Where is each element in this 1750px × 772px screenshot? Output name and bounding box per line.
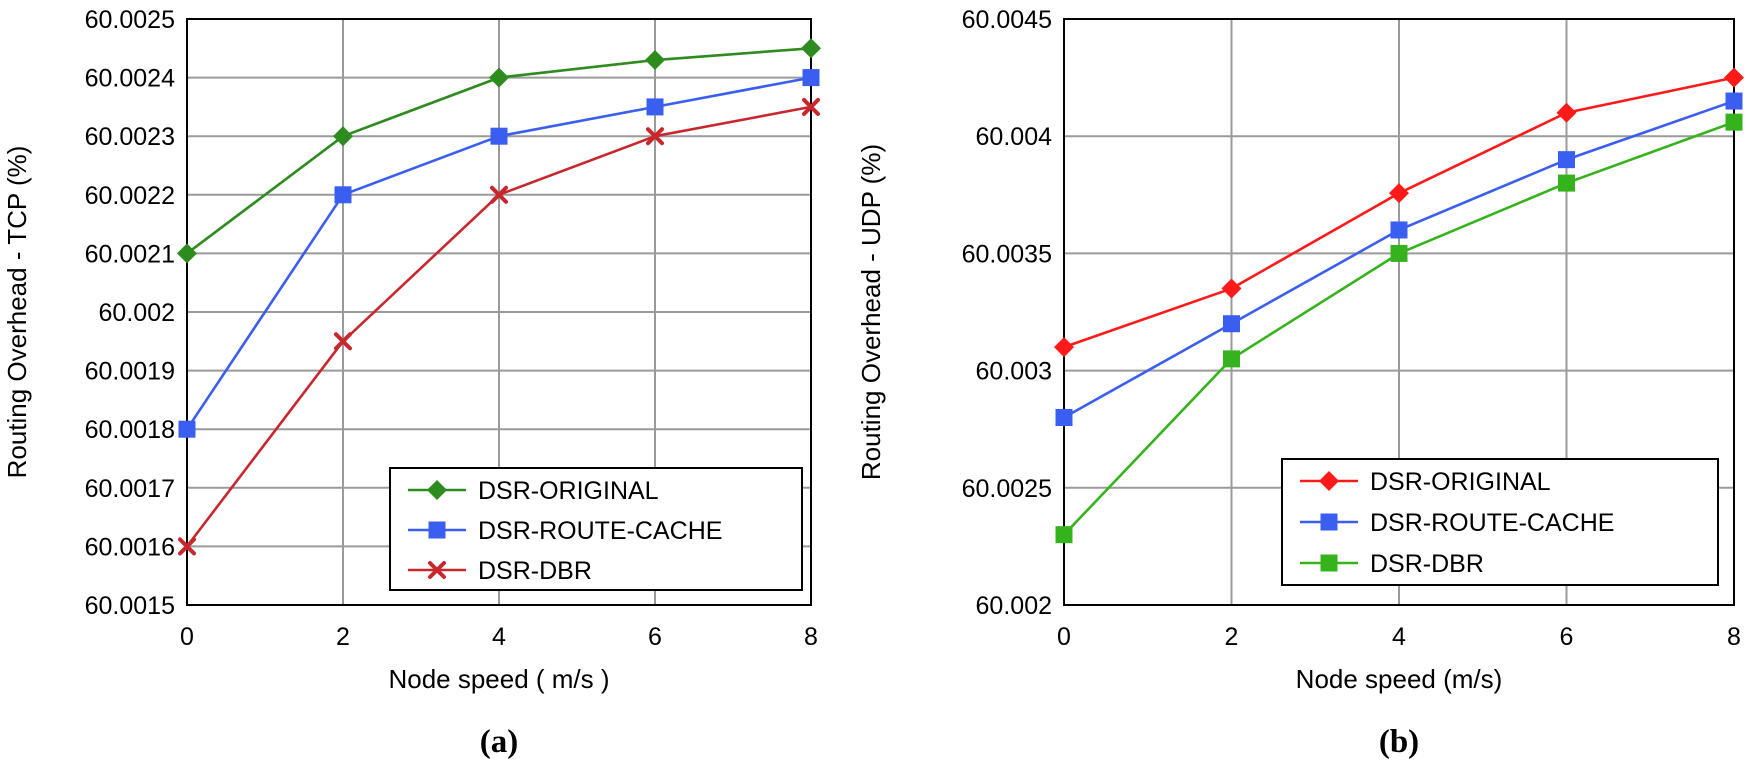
x-tick-label: 4 bbox=[492, 623, 506, 651]
x-tick-label: 4 bbox=[1392, 623, 1406, 651]
data-point-2 bbox=[1390, 221, 1408, 239]
data-point-2 bbox=[1390, 244, 1408, 262]
y-tick-label: 60.0045 bbox=[962, 6, 1052, 34]
y-tick-label: 60.0025 bbox=[85, 6, 175, 34]
data-point-3 bbox=[1558, 174, 1575, 192]
x-tick-label: 8 bbox=[804, 623, 818, 651]
series-dsr-dbr bbox=[1055, 113, 1743, 544]
legend-marker-point-0 bbox=[1319, 471, 1339, 491]
x-axis-label: Node speed (m/s) bbox=[1296, 664, 1503, 694]
data-point-0 bbox=[178, 537, 196, 556]
data-point-2 bbox=[489, 67, 509, 88]
series-dsr-dbr bbox=[178, 97, 820, 556]
data-point-0 bbox=[1054, 337, 1074, 358]
y-tick-label: 60.0025 bbox=[962, 475, 1052, 503]
sub-caption: (b) bbox=[1379, 724, 1419, 760]
y-tick-label: 60.002 bbox=[99, 299, 175, 327]
series-dsr-original bbox=[1054, 67, 1744, 358]
data-point-2 bbox=[490, 185, 508, 204]
legend: DSR-ORIGINAL DSR-ROUTE-CACHE DSR-DBR bbox=[389, 467, 803, 591]
y-axis-label: Routing Overhead - TCP (%) bbox=[2, 146, 32, 479]
y-tick-label: 60.0017 bbox=[85, 475, 175, 503]
y-tick-label: 60.0023 bbox=[85, 123, 175, 151]
legend-label: DSR-DBR bbox=[1370, 550, 1484, 578]
data-point-1 bbox=[1223, 315, 1240, 333]
data-point-0 bbox=[177, 243, 197, 264]
data-point-0 bbox=[1055, 408, 1073, 426]
y-tick-label: 60.0021 bbox=[85, 240, 175, 268]
series-dsr-route-cache bbox=[178, 69, 820, 438]
data-point-1 bbox=[334, 332, 352, 351]
data-point-1 bbox=[333, 126, 353, 147]
data-point-0 bbox=[178, 420, 196, 438]
plot-frame bbox=[186, 18, 812, 606]
data-point-4 bbox=[1724, 67, 1744, 88]
y-tick-label: 60.003 bbox=[976, 358, 1052, 386]
sub-caption: (a) bbox=[480, 724, 518, 760]
data-point-3 bbox=[646, 127, 664, 146]
data-point-4 bbox=[801, 38, 821, 59]
x-tick-label: 0 bbox=[180, 623, 194, 651]
series-dsr-route-cache bbox=[1055, 92, 1743, 426]
legend-marker-point-1 bbox=[428, 521, 446, 539]
data-point-4 bbox=[1725, 92, 1743, 110]
data-point-4 bbox=[1725, 113, 1743, 131]
data-point-1 bbox=[1221, 278, 1242, 299]
legend-marker-point-1 bbox=[1320, 513, 1338, 531]
y-tick-label: 60.0018 bbox=[85, 416, 175, 444]
chart-a: 60.0015 60.0016 60.0017 60.0018 60.0019 60.00… bbox=[2, 6, 821, 760]
data-point-1 bbox=[334, 186, 352, 204]
x-tick-label: 8 bbox=[1727, 623, 1741, 651]
plot-frame bbox=[1063, 18, 1735, 606]
legend-label: DSR-DBR bbox=[478, 557, 592, 585]
y-tick-label: 60.0022 bbox=[85, 182, 175, 210]
chart-b: 60.002 60.0025 60.003 60.0035 60.004 60.0045 0… bbox=[856, 6, 1744, 760]
y-tick-label: 60.0016 bbox=[85, 533, 175, 561]
legend-marker-point-2 bbox=[428, 561, 446, 579]
y-axis-label: Routing Overhead - UDP (%) bbox=[856, 144, 886, 480]
data-point-1 bbox=[1223, 350, 1240, 368]
x-tick-label: 2 bbox=[1225, 623, 1239, 651]
legend-label: DSR-ROUTE-CACHE bbox=[478, 517, 722, 545]
series-dsr-original bbox=[177, 38, 821, 264]
x-axis-label: Node speed ( m/s ) bbox=[388, 664, 609, 694]
x-tick-label: 6 bbox=[1560, 623, 1574, 651]
data-point-3 bbox=[1558, 151, 1575, 169]
y-tick-label: 60.004 bbox=[976, 123, 1053, 151]
data-point-3 bbox=[1556, 102, 1577, 123]
data-point-2 bbox=[490, 127, 508, 145]
data-point-0 bbox=[1055, 526, 1073, 544]
legend-label: DSR-ORIGINAL bbox=[478, 477, 659, 505]
x-tick-label: 6 bbox=[648, 623, 662, 651]
data-point-2 bbox=[1389, 183, 1409, 204]
legend-label: DSR-ROUTE-CACHE bbox=[1370, 509, 1614, 537]
legend-marker-point-2 bbox=[1320, 554, 1338, 572]
y-tick-label: 60.0035 bbox=[962, 240, 1052, 268]
data-point-3 bbox=[645, 50, 665, 71]
y-tick-label: 60.0019 bbox=[85, 358, 175, 386]
data-point-4 bbox=[802, 69, 820, 87]
legend: DSR-ORIGINAL DSR-ROUTE-CACHE DSR-DBR bbox=[1281, 458, 1719, 586]
y-tick-label: 60.0015 bbox=[85, 592, 175, 620]
y-tick-label: 60.0024 bbox=[85, 65, 175, 93]
data-point-4 bbox=[802, 97, 820, 116]
x-tick-label: 0 bbox=[1057, 623, 1071, 651]
y-tick-label: 60.002 bbox=[976, 592, 1052, 620]
legend-label: DSR-ORIGINAL bbox=[1370, 468, 1551, 496]
data-point-3 bbox=[646, 98, 664, 116]
x-tick-label: 2 bbox=[336, 623, 350, 651]
legend-marker-point-0 bbox=[427, 480, 447, 500]
